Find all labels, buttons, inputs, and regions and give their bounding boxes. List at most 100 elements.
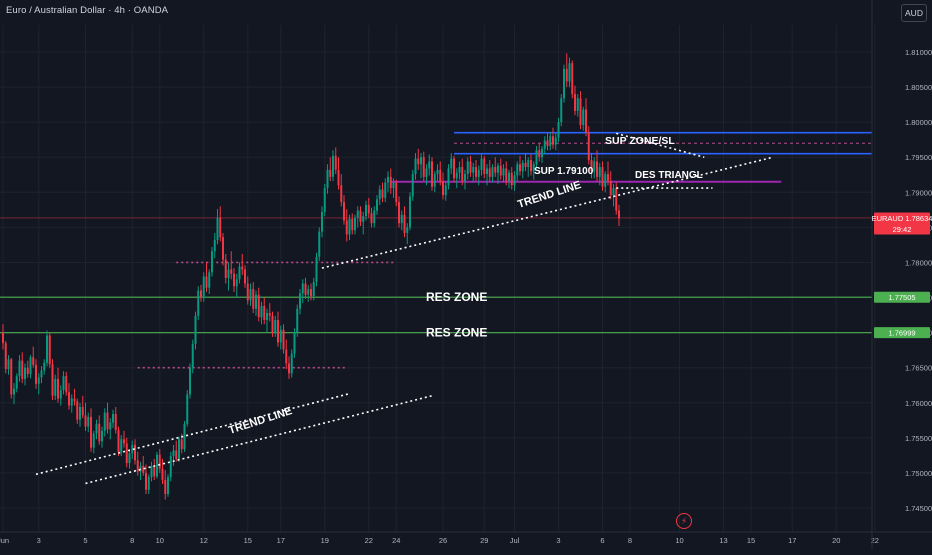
candle-body <box>227 269 230 278</box>
x-tick-label: 10 <box>675 536 683 545</box>
candle-body <box>417 158 420 165</box>
candle-body <box>403 214 406 233</box>
y-tick-label: 1.80000 <box>905 118 932 127</box>
candle-body <box>472 167 475 173</box>
candle-body <box>433 174 436 187</box>
candle-body <box>351 218 354 231</box>
candle-body <box>172 450 175 457</box>
candle-body <box>62 376 65 391</box>
y-tick-label: 1.79500 <box>905 153 932 162</box>
candle-body <box>499 165 502 176</box>
x-tick-label: 17 <box>277 536 285 545</box>
x-tick-label: 8 <box>130 536 134 545</box>
candle-body <box>252 289 255 309</box>
candle-body <box>136 460 139 472</box>
candle-body <box>439 169 442 182</box>
candle-body <box>590 160 593 172</box>
x-tick-label: 15 <box>747 536 755 545</box>
candle-body <box>117 430 120 452</box>
candle-body <box>458 167 461 173</box>
candle-body <box>268 312 271 316</box>
candle-body <box>29 357 32 375</box>
candle-body <box>340 185 343 203</box>
candle-body <box>249 289 252 301</box>
candle-body <box>279 329 282 343</box>
currency-button[interactable]: AUD <box>901 4 927 22</box>
candle-body <box>13 388 15 395</box>
candle-body <box>244 269 246 284</box>
candle-body <box>238 266 241 280</box>
candle-body <box>571 63 574 95</box>
candle-body <box>263 305 266 320</box>
candle-body <box>186 394 189 424</box>
y-tick-label: 1.79000 <box>905 188 932 197</box>
candle-body <box>450 158 453 169</box>
candle-body <box>296 308 299 333</box>
candle-body <box>288 363 290 374</box>
candle-body <box>362 216 365 222</box>
res-price-badge-1-bg <box>874 291 930 303</box>
candle-body <box>48 335 51 365</box>
candle-body <box>2 332 4 344</box>
candle-body <box>373 210 376 224</box>
current-price-badge-countdown: 29:42 <box>893 225 912 234</box>
x-tick-label: Jun <box>0 536 9 545</box>
x-tick-label: 26 <box>439 536 447 545</box>
candle-body <box>128 453 131 464</box>
candle-body <box>101 430 103 442</box>
candle-body <box>24 367 26 379</box>
sup-price-label: SUP 1.79100 <box>534 166 594 177</box>
candle-body <box>271 315 274 333</box>
candle-body <box>310 289 312 297</box>
candle-body <box>574 94 576 111</box>
candle-body <box>68 392 70 406</box>
x-tick-label: 3 <box>556 536 560 545</box>
candle-body <box>211 251 213 273</box>
candle-body <box>334 155 337 170</box>
candle-body <box>464 174 466 182</box>
candle-body <box>125 443 128 464</box>
candle-body <box>114 413 117 431</box>
candle-body <box>618 210 620 219</box>
candle-body <box>37 377 40 384</box>
candle-body <box>315 256 318 283</box>
candle-body <box>524 162 527 168</box>
x-tick-label: 22 <box>365 536 373 545</box>
candle-body <box>98 423 101 442</box>
candle-body <box>486 168 488 175</box>
candle-body <box>233 273 235 287</box>
candle-body <box>164 479 167 494</box>
x-tick-label: 5 <box>83 536 87 545</box>
lightning-bolt-icon[interactable]: ⚡ <box>676 513 692 529</box>
candle-body <box>400 214 403 224</box>
candle-body <box>488 168 491 177</box>
candle-body <box>563 68 565 99</box>
candle-body <box>120 439 123 452</box>
candle-body <box>447 168 450 186</box>
candle-body <box>246 283 249 301</box>
candle-body <box>494 167 497 173</box>
candle-body <box>134 444 136 461</box>
candle-body <box>7 359 10 370</box>
candle-body <box>167 477 169 494</box>
candle-body <box>384 182 387 198</box>
x-tick-label: Jul <box>510 536 520 545</box>
candle-body <box>59 390 62 399</box>
candle-body <box>411 174 414 197</box>
candle-body <box>191 343 194 368</box>
candle-body <box>477 169 480 177</box>
current-price-badge-bg <box>874 212 930 235</box>
candle-body <box>145 472 147 490</box>
x-tick-label: 24 <box>392 536 400 545</box>
candle-body <box>436 169 439 175</box>
candle-body <box>552 136 554 145</box>
candle-body <box>18 360 21 377</box>
candle-body <box>365 204 367 217</box>
candle-body <box>521 162 524 172</box>
candle-body <box>587 131 590 161</box>
x-tick-label: 6 <box>600 536 604 545</box>
x-tick-label: 12 <box>200 536 208 545</box>
candle-body <box>156 454 158 477</box>
